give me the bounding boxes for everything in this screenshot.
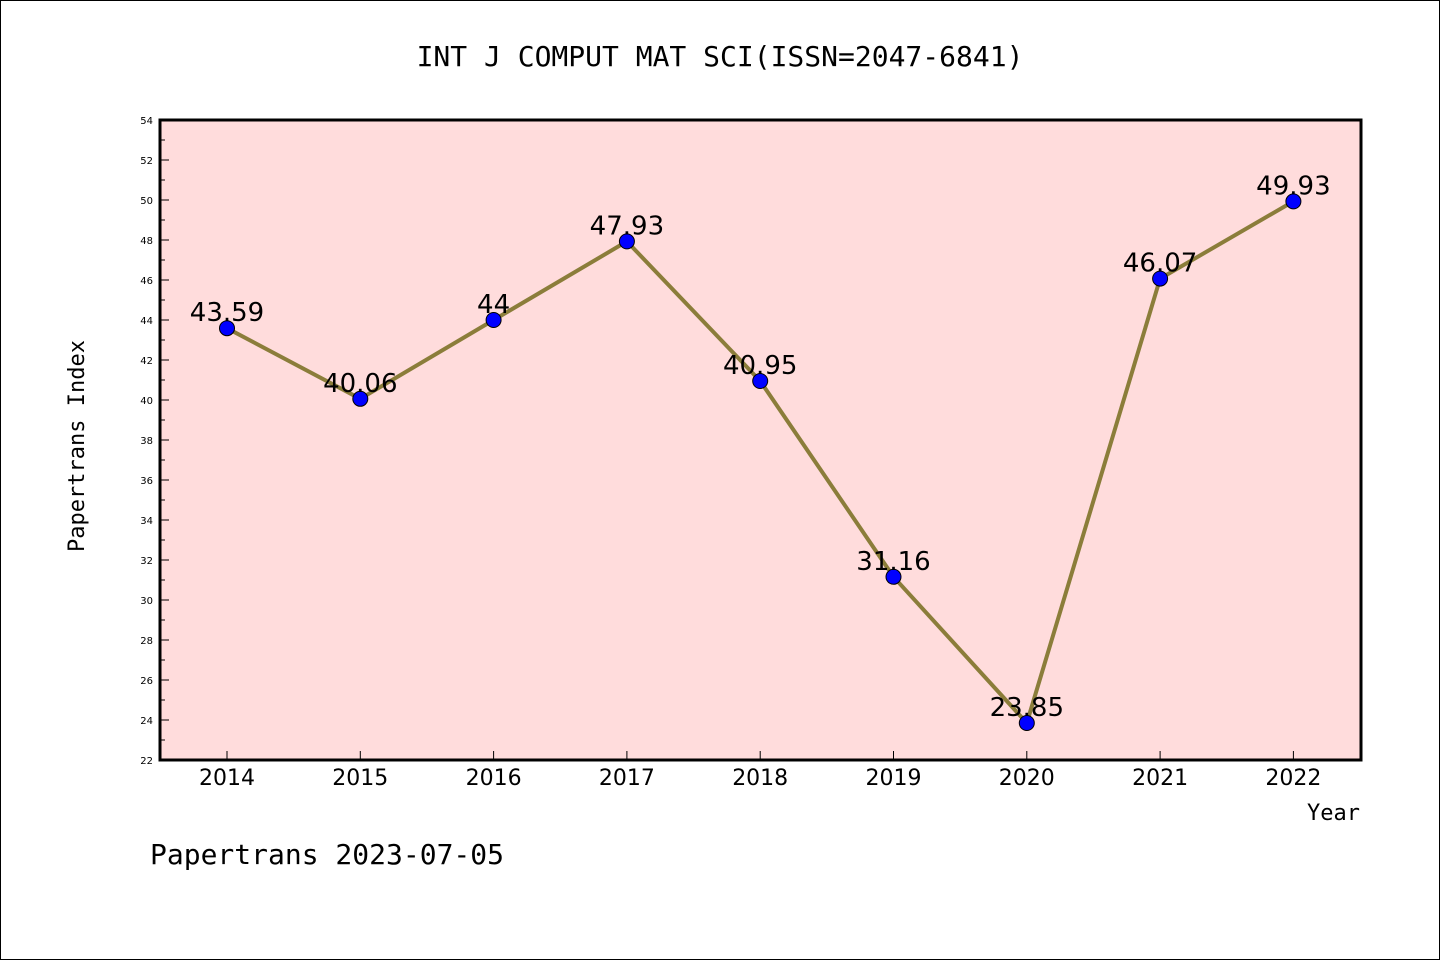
footer-text: Papertrans 2023-07-05 — [150, 838, 504, 871]
data-label: 40.06 — [323, 369, 397, 399]
x-tick-label: 2021 — [1132, 766, 1188, 791]
y-tick-label: 30 — [140, 596, 153, 607]
y-tick-label: 40 — [140, 396, 153, 407]
chart-title: INT J COMPUT MAT SCI(ISSN=2047-6841) — [417, 40, 1024, 73]
x-tick-label: 2014 — [199, 766, 255, 791]
x-axis-label: Year — [1307, 801, 1360, 826]
data-label: 49.93 — [1256, 171, 1330, 201]
y-tick-label: 42 — [140, 356, 153, 367]
x-tick-label: 2017 — [599, 766, 655, 791]
y-tick-label: 48 — [140, 236, 153, 247]
y-tick-label: 50 — [140, 196, 153, 207]
y-axis: 22 24 26 28 30 32 34 36 38 40 42 44 46 48 50 52 54 — [140, 116, 169, 767]
data-point — [1285, 193, 1302, 210]
data-label: 40.95 — [723, 351, 797, 381]
data-label: 44 — [477, 290, 510, 320]
x-tick-label: 2018 — [732, 766, 788, 791]
data-point — [885, 568, 902, 585]
x-tick-label: 2019 — [866, 766, 922, 791]
x-tick-label: 2015 — [332, 766, 388, 791]
x-tick-label: 2022 — [1265, 766, 1321, 791]
y-tick-label: 44 — [140, 316, 153, 327]
y-tick-label: 52 — [140, 156, 153, 167]
data-label: 31.16 — [856, 547, 930, 577]
data-point — [618, 233, 635, 250]
y-tick-label: 46 — [140, 276, 153, 287]
data-point — [352, 390, 369, 407]
data-label: 47.93 — [590, 211, 664, 241]
y-tick-label: 24 — [140, 716, 153, 727]
x-axis: 2014 2015 2016 2017 2018 2019 2020 2021 2022 — [199, 751, 1321, 791]
series-markers — [219, 193, 1302, 731]
y-tick-label: 28 — [140, 636, 153, 647]
y-tick-label: 38 — [140, 436, 153, 447]
y-tick-label: 34 — [140, 516, 153, 527]
y-tick-label: 36 — [140, 476, 153, 487]
data-point — [219, 320, 235, 337]
y-tick-label: 26 — [140, 676, 153, 687]
data-label: 23.85 — [990, 693, 1064, 723]
data-point — [1018, 715, 1035, 731]
data-point — [1152, 270, 1169, 287]
plot-area — [158, 118, 1363, 762]
x-tick-label: 2016 — [466, 766, 522, 791]
y-tick-label: 54 — [140, 116, 153, 127]
y-tick-label: 32 — [140, 556, 153, 567]
y-axis-label: Papertrans Index — [65, 340, 90, 552]
data-point — [752, 373, 769, 389]
data-label: 46.07 — [1123, 249, 1197, 279]
x-tick-label: 2020 — [999, 766, 1055, 791]
data-point — [485, 312, 502, 328]
data-labels: 43.59 40.06 44 47.93 40.95 31.16 23.85 46.07 49.… — [190, 171, 1331, 723]
data-label: 43.59 — [190, 298, 264, 328]
y-tick-label: 22 — [140, 756, 153, 767]
